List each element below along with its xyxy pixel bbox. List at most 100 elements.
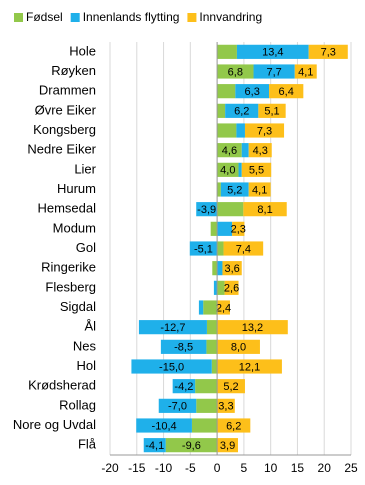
bar	[217, 359, 282, 374]
bar	[131, 359, 212, 374]
bar	[172, 379, 196, 394]
legend-label: Innenlands flytting	[83, 10, 180, 24]
value-label: 5,1	[264, 106, 279, 118]
x-tick-label: 5	[241, 461, 248, 475]
value-label: 7,3	[257, 125, 272, 137]
bar	[213, 280, 218, 295]
legend-label: Innvandring	[199, 10, 262, 24]
bar	[217, 261, 223, 276]
bar	[223, 241, 264, 256]
bar	[198, 300, 204, 315]
bar	[136, 418, 192, 433]
value-label: 2,6	[224, 283, 239, 295]
bar	[236, 123, 245, 138]
category-label: Nedre Eiker	[27, 142, 96, 157]
bar	[203, 300, 218, 315]
bar	[217, 339, 260, 354]
category-label: Hurum	[57, 181, 96, 196]
bar	[217, 84, 236, 99]
value-label: 2,4	[216, 302, 231, 314]
bar	[235, 84, 270, 99]
bar	[217, 123, 237, 138]
bar	[217, 162, 239, 177]
x-tick-label: 0	[214, 461, 221, 475]
bar	[258, 103, 286, 118]
bar	[206, 339, 218, 354]
bar	[217, 379, 245, 394]
value-label: 6,3	[245, 86, 260, 98]
value-label: 4,1	[252, 184, 267, 196]
bar	[232, 221, 245, 236]
legend-swatch	[14, 13, 23, 22]
bar	[217, 44, 237, 59]
bar	[195, 379, 218, 394]
legend-swatch	[70, 13, 80, 22]
x-tick-label: 20	[318, 461, 332, 475]
value-label: -4,2	[174, 381, 193, 393]
value-label: -4,1	[145, 440, 164, 452]
bar	[206, 320, 218, 335]
bar	[217, 241, 224, 256]
bar	[294, 64, 317, 79]
legend-swatch	[187, 13, 197, 22]
category-label: Hole	[69, 43, 96, 58]
bar	[238, 162, 242, 177]
bar	[217, 320, 288, 335]
value-label: -9,6	[182, 440, 201, 452]
bar	[217, 182, 221, 197]
legend-label: Fødsel	[26, 10, 63, 24]
bar	[217, 300, 230, 315]
value-label: 6,8	[228, 66, 243, 78]
bar	[241, 143, 249, 158]
category-label: Rollag	[59, 397, 96, 412]
x-tick-label: 10	[264, 461, 278, 475]
bar	[217, 202, 244, 217]
bar	[241, 162, 272, 177]
value-label: -5,1	[194, 243, 213, 255]
value-label: 3,6	[224, 263, 239, 275]
bar	[217, 418, 251, 433]
value-label: 4,1	[298, 66, 313, 78]
value-label: -3,9	[197, 204, 216, 216]
x-tick-label: -10	[155, 461, 173, 475]
value-label: 7,4	[236, 243, 251, 255]
value-label: 2,3	[231, 224, 246, 236]
bar	[143, 438, 166, 453]
bar	[269, 84, 304, 99]
bar	[224, 280, 239, 295]
bar	[217, 221, 233, 236]
bar	[243, 202, 287, 217]
bar	[191, 418, 218, 433]
bar	[211, 359, 218, 374]
value-label: 4,0	[220, 165, 235, 177]
category-label: Nes	[73, 338, 97, 353]
category-label: Drammen	[39, 83, 96, 98]
bar	[217, 398, 235, 413]
value-label: -15,0	[159, 361, 184, 373]
bar	[210, 221, 218, 236]
bar	[308, 44, 348, 59]
category-label: Hemsedal	[37, 201, 96, 216]
value-label: -8,5	[174, 342, 193, 354]
bar	[222, 261, 242, 276]
x-tick-label: 15	[291, 461, 305, 475]
value-label: 12,1	[239, 361, 260, 373]
value-label: 3,9	[220, 440, 235, 452]
category-label: Nore og Uvdal	[13, 417, 96, 432]
bar	[217, 103, 226, 118]
value-label: -7,0	[168, 401, 187, 413]
value-label: 13,2	[242, 322, 263, 334]
category-label: Modum	[53, 220, 96, 235]
value-label: 4,3	[253, 145, 268, 157]
bar	[236, 44, 309, 59]
bar	[158, 398, 197, 413]
value-label: 5,2	[223, 381, 238, 393]
category-label: Ringerike	[41, 260, 96, 275]
value-label: 6,4	[279, 86, 294, 98]
bar	[196, 398, 218, 413]
bar	[217, 64, 254, 79]
value-label: 7,7	[266, 66, 281, 78]
bar	[253, 64, 295, 79]
category-label: Krødsherad	[28, 378, 96, 393]
value-label: 3,3	[218, 401, 233, 413]
